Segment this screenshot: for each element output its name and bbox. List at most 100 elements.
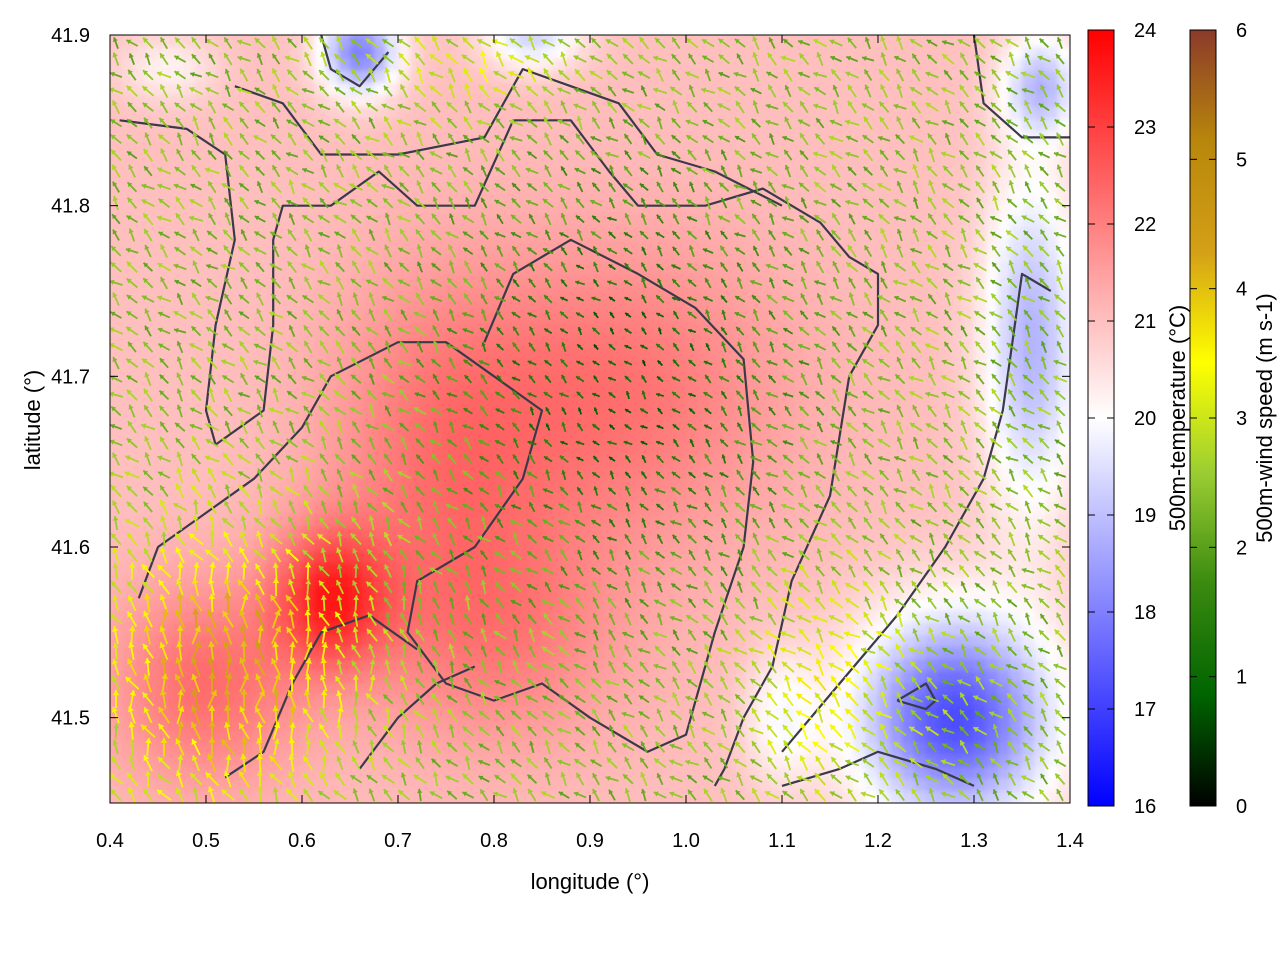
wind-vector — [717, 118, 731, 128]
wind-vector — [544, 132, 552, 146]
wind-vector — [752, 100, 759, 114]
wind-vector — [222, 116, 234, 130]
wind-vector — [862, 148, 874, 162]
wind-vector — [974, 103, 986, 111]
wind-vector — [717, 135, 731, 143]
wind-vector — [445, 52, 459, 66]
wind-vector — [687, 149, 697, 161]
wind-vector — [397, 103, 411, 110]
wind-vector — [751, 132, 761, 146]
wind-vector — [941, 119, 955, 126]
colorbar-tick-label: 22 — [1134, 214, 1156, 236]
contour-line-4 — [224, 614, 418, 779]
wind-vector — [382, 132, 394, 146]
wind-vector — [638, 36, 650, 50]
wind-vector — [1005, 134, 1019, 144]
wind-vector — [589, 55, 603, 63]
wind-vector — [495, 51, 504, 67]
wind-vector — [557, 87, 571, 95]
wind-vector — [158, 117, 170, 129]
wind-vector — [797, 71, 811, 79]
wind-vector — [174, 166, 186, 176]
wind-vector — [542, 52, 554, 66]
y-axis-label: latitude (°) — [20, 370, 45, 471]
wind-vector — [365, 166, 379, 176]
wind-vector — [845, 71, 859, 79]
wind-vector — [526, 134, 538, 144]
wind-vector — [925, 102, 939, 112]
wind-vector — [623, 133, 633, 145]
wind-vector — [684, 71, 700, 79]
wind-vector — [479, 66, 489, 84]
wind-vector — [509, 135, 523, 142]
colorbar-tick-label: 4 — [1236, 279, 1247, 301]
wind-vector — [398, 165, 410, 177]
wind-vector — [1056, 164, 1063, 178]
wind-vector — [908, 135, 924, 143]
wind-vector — [336, 164, 344, 178]
wind-vector — [174, 37, 186, 49]
wind-vector — [590, 86, 602, 96]
wind-vector — [173, 55, 187, 63]
wind-vector — [126, 133, 138, 145]
y-tick-label: 41.7 — [51, 366, 90, 388]
wind-vector — [815, 117, 825, 129]
wind-vector — [959, 117, 969, 129]
wind-vector — [720, 165, 728, 177]
wind-vector — [960, 164, 968, 178]
wind-vector — [224, 84, 231, 98]
wind-vector — [320, 164, 328, 178]
wind-vector — [799, 164, 809, 178]
wind-vector — [829, 150, 843, 160]
wind-vector — [974, 119, 986, 127]
wind-vector — [701, 167, 715, 175]
wind-vector — [272, 83, 280, 99]
wind-vector — [733, 71, 747, 78]
wind-vector — [317, 103, 331, 111]
wind-vector — [606, 53, 618, 65]
wind-vector — [959, 52, 969, 66]
wind-vector — [188, 86, 204, 96]
wind-speed-colorbar-label: 500m-wind speed (m s-1) — [1252, 293, 1277, 542]
wind-vector — [1054, 118, 1066, 128]
wind-vector — [494, 134, 506, 144]
wind-vector — [125, 39, 139, 47]
colorbar-tick-label: 19 — [1134, 505, 1156, 527]
wind-vector — [941, 39, 955, 46]
wind-vector — [670, 134, 682, 144]
wind-vector — [814, 133, 826, 145]
wind-vector — [878, 101, 890, 113]
wind-vector — [1006, 119, 1018, 127]
wind-vector — [252, 134, 268, 144]
wind-vector — [925, 86, 939, 96]
wind-vector — [189, 102, 203, 112]
wind-vector — [1023, 116, 1033, 130]
wind-vector — [783, 149, 793, 161]
wind-vector — [990, 101, 1002, 113]
wind-vector — [686, 101, 698, 113]
wind-vector — [383, 115, 393, 131]
wind-vector — [204, 167, 220, 175]
colorbar-tick-label: 2 — [1236, 537, 1247, 559]
wind-vector — [448, 83, 456, 99]
wind-vector — [156, 71, 172, 79]
wind-vector — [352, 163, 360, 179]
wind-vector — [784, 164, 792, 178]
colorbar-tick-label: 21 — [1134, 311, 1156, 333]
wind-vector — [223, 132, 233, 146]
wind-vector — [896, 116, 904, 130]
wind-vector — [991, 164, 1001, 178]
wind-vector — [208, 132, 215, 146]
wind-vector — [320, 51, 328, 67]
contour-lines — [119, 35, 1070, 787]
wind-vector — [429, 151, 443, 159]
wind-vector — [528, 35, 536, 51]
y-tick-label: 41.9 — [51, 25, 90, 47]
wind-vector — [640, 85, 648, 97]
wind-vector — [1022, 134, 1034, 144]
wind-vector — [879, 116, 889, 130]
wind-vector — [365, 53, 379, 65]
wind-vector — [176, 148, 184, 162]
wind-vector — [462, 166, 474, 176]
wind-vector — [1055, 53, 1065, 65]
